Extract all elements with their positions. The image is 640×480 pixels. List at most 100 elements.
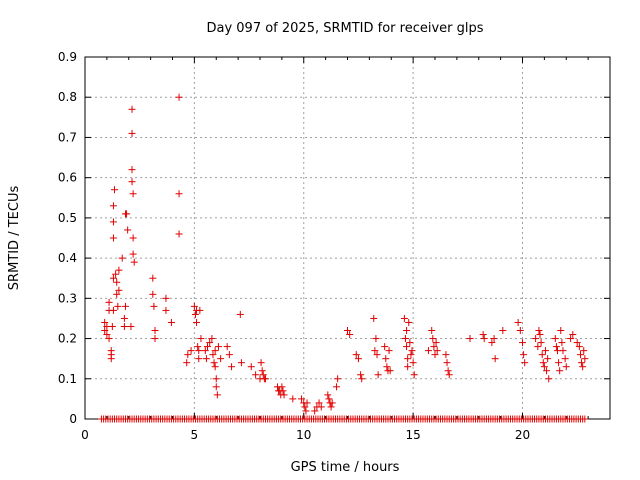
data-point — [208, 335, 216, 343]
data-point — [167, 318, 175, 326]
data-point — [480, 335, 488, 343]
data-point — [479, 331, 487, 339]
data-point — [150, 302, 158, 310]
data-point — [543, 367, 551, 375]
data-point — [184, 351, 192, 359]
data-point — [407, 351, 415, 359]
x-tick-label: 20 — [515, 428, 530, 442]
data-point — [538, 351, 546, 359]
data-point — [552, 343, 560, 351]
data-point — [109, 218, 117, 226]
data-point — [325, 395, 333, 403]
data-point — [149, 290, 157, 298]
data-point — [558, 339, 566, 347]
data-point — [516, 327, 524, 335]
x-axis-label: GPS time / hours — [291, 460, 400, 475]
data-point — [519, 339, 526, 347]
data-point — [124, 226, 132, 234]
data-point — [404, 355, 412, 363]
data-point — [127, 322, 135, 330]
data-point — [567, 335, 575, 343]
data-point — [101, 327, 109, 335]
data-point — [383, 363, 391, 371]
data-point — [115, 286, 123, 294]
data-point — [236, 310, 244, 318]
data-point — [401, 335, 409, 343]
data-point — [562, 363, 570, 371]
y-tick-label: 0.3 — [58, 291, 77, 305]
data-point — [298, 395, 306, 403]
data-point — [580, 347, 588, 355]
data-point — [357, 371, 365, 379]
data-point — [444, 367, 452, 375]
data-point — [569, 331, 577, 339]
data-point — [115, 266, 123, 274]
data-point — [101, 318, 109, 326]
data-point — [324, 391, 332, 399]
data-point — [223, 343, 231, 351]
chart-title: Day 097 of 2025, SRMTID for receiver glp… — [206, 21, 483, 36]
data-point — [280, 391, 288, 399]
data-point — [129, 250, 137, 258]
data-point — [561, 355, 569, 363]
data-point — [252, 371, 260, 379]
data-point — [212, 375, 220, 383]
data-point — [408, 347, 416, 355]
data-point — [279, 387, 287, 395]
data-point — [346, 331, 354, 339]
data-point — [130, 258, 138, 266]
data-point — [175, 93, 183, 101]
data-point — [490, 335, 498, 343]
y-tick-label: 0.4 — [58, 251, 77, 265]
data-point — [162, 294, 170, 302]
data-point — [488, 339, 496, 347]
data-point — [209, 351, 217, 359]
data-point — [129, 234, 137, 242]
data-point — [211, 347, 219, 355]
data-point — [311, 407, 319, 415]
data-point — [328, 399, 336, 407]
data-point — [151, 327, 159, 335]
data-point — [187, 347, 195, 355]
data-point — [120, 322, 128, 330]
zero-point — [581, 415, 589, 423]
data-point — [491, 355, 499, 363]
y-tick-label: 0.5 — [58, 211, 77, 225]
data-point — [537, 339, 545, 347]
data-point — [576, 351, 584, 359]
data-point — [406, 339, 414, 347]
data-point — [385, 347, 393, 355]
x-tick-label: 0 — [81, 428, 89, 442]
data-point — [382, 355, 390, 363]
y-tick-label: 0 — [69, 412, 77, 426]
data-point — [107, 347, 115, 355]
data-point — [573, 339, 581, 347]
data-point — [195, 347, 203, 355]
data-point — [432, 339, 440, 347]
data-point — [278, 383, 286, 391]
data-point — [197, 335, 205, 343]
data-point — [112, 270, 120, 278]
y-tick-label: 0.9 — [58, 50, 77, 64]
data-point — [175, 230, 183, 238]
data-point — [403, 327, 411, 335]
data-point — [400, 314, 408, 322]
data-point — [111, 186, 119, 194]
data-point — [195, 355, 203, 363]
y-tick-label: 0.8 — [58, 90, 77, 104]
data-point — [121, 302, 129, 310]
x-tick-label: 15 — [405, 428, 420, 442]
data-point — [118, 254, 126, 262]
data-point — [344, 327, 351, 335]
data-point — [354, 355, 362, 363]
data-point — [211, 363, 219, 371]
data-point — [430, 343, 438, 351]
data-point — [113, 290, 121, 298]
data-point — [575, 343, 583, 351]
data-point — [358, 375, 366, 383]
data-point — [259, 371, 267, 379]
data-point — [228, 363, 236, 371]
data-point — [225, 351, 233, 359]
data-point — [105, 298, 113, 306]
